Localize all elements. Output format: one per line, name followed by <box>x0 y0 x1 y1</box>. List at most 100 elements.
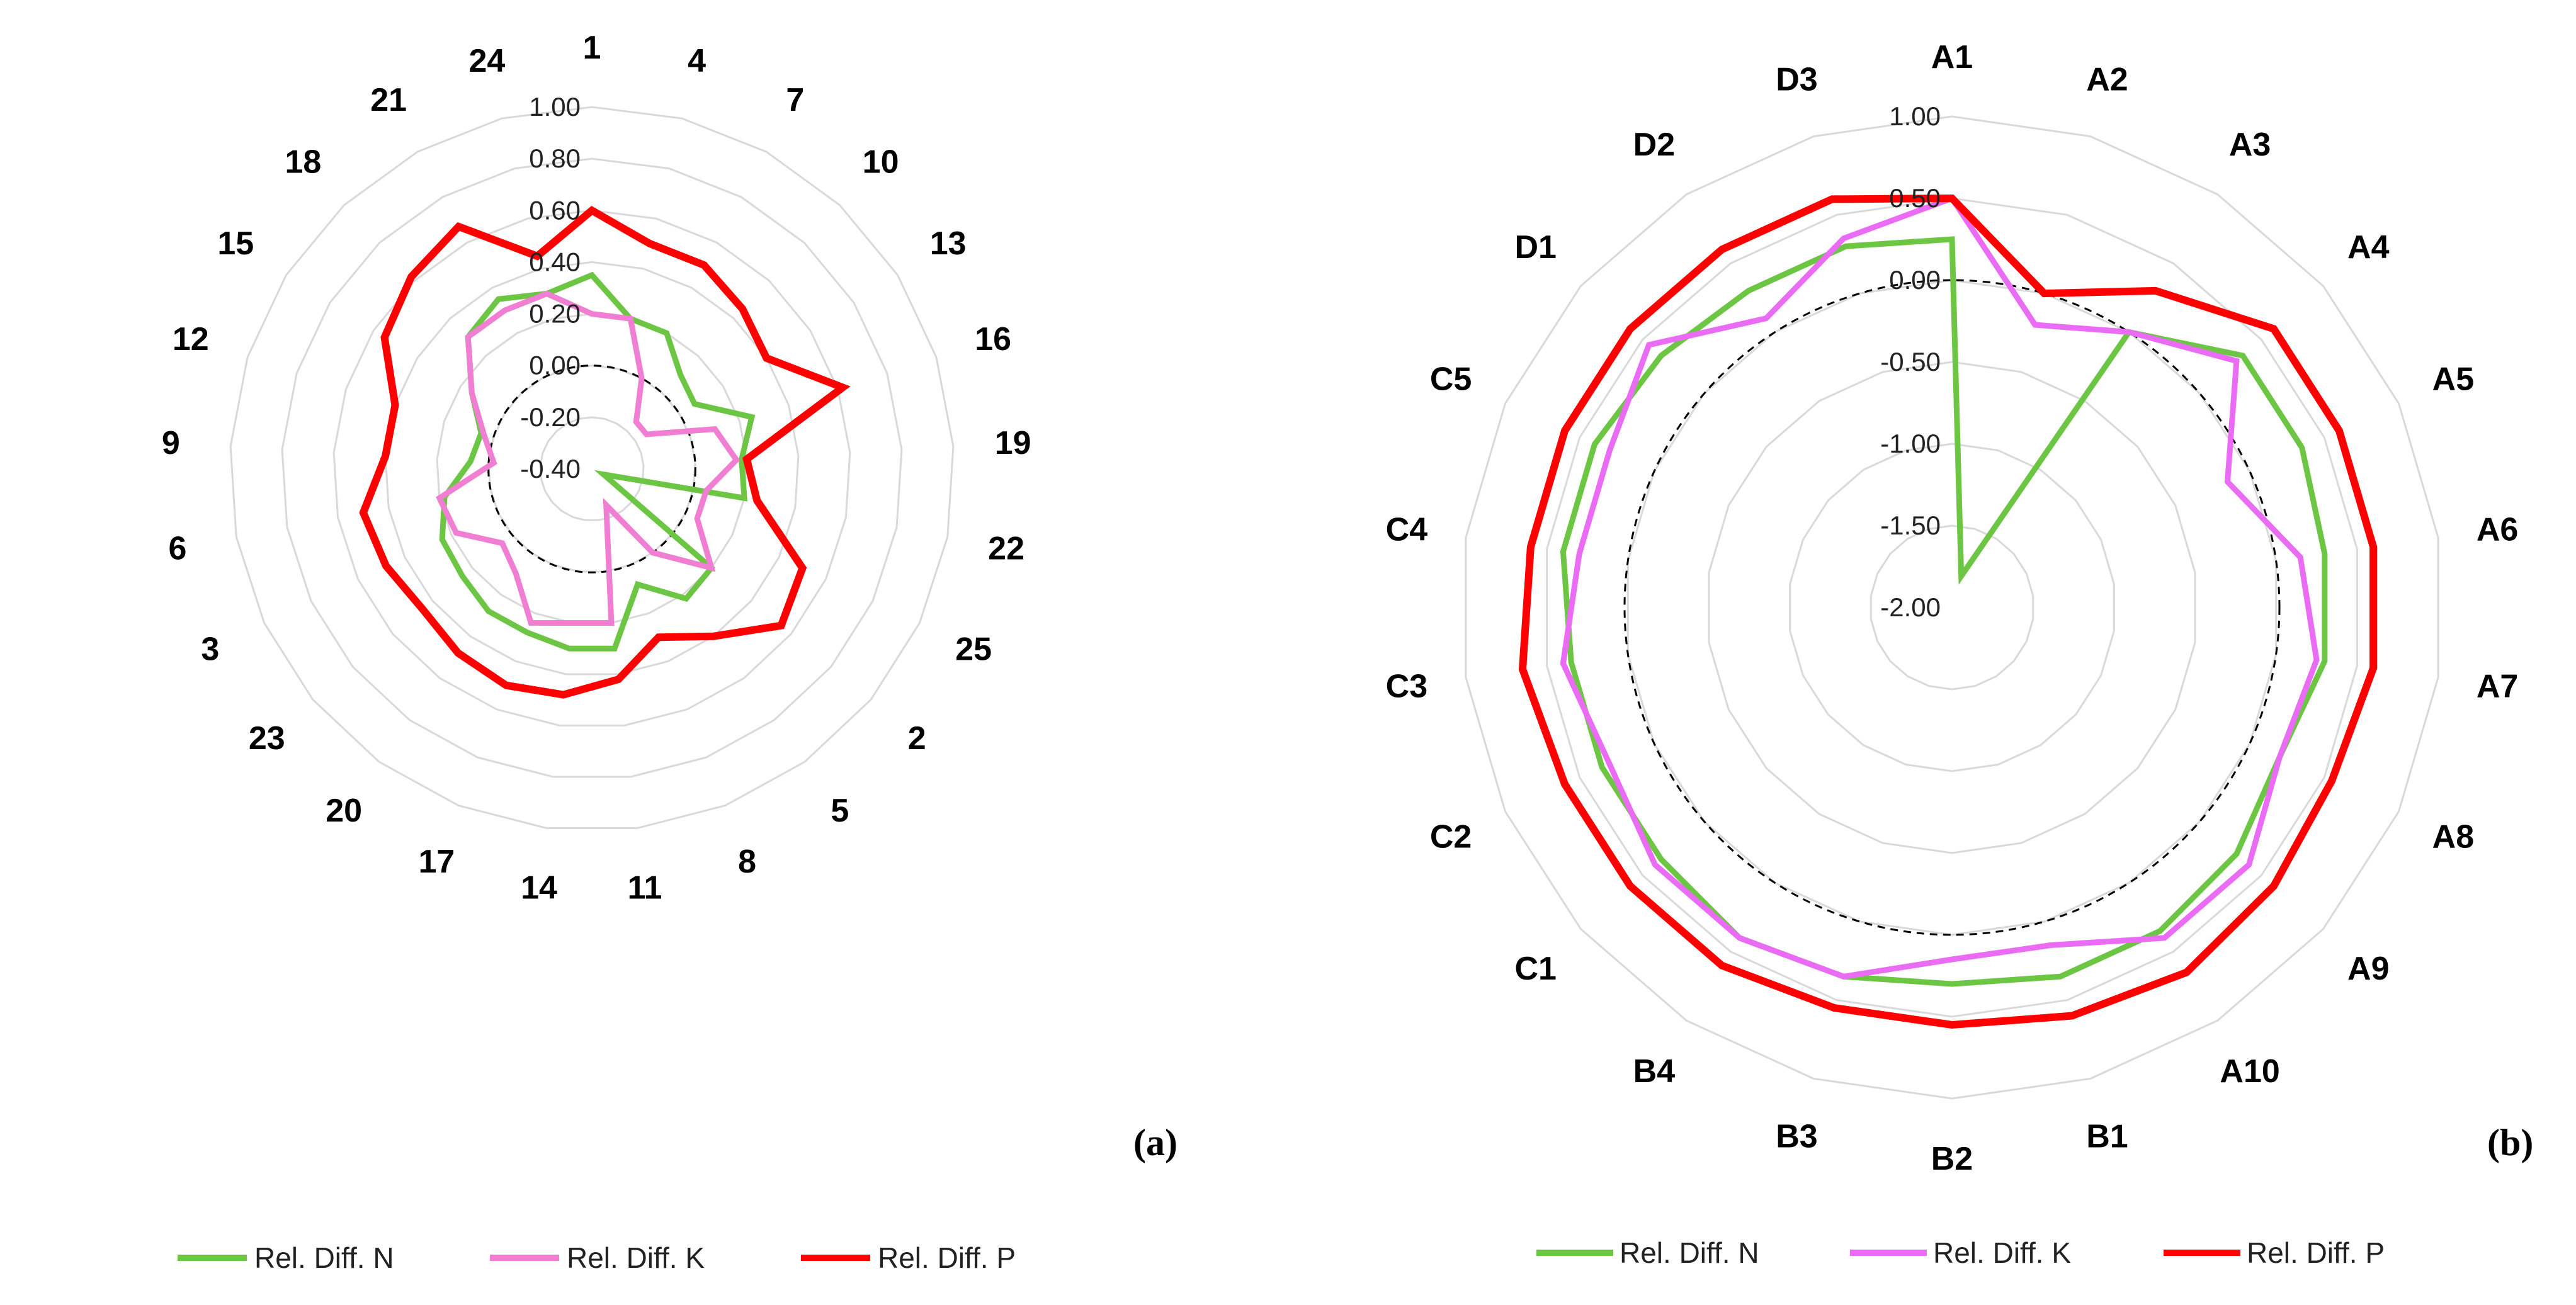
radar-b-grid-ring-5 <box>1546 197 2358 1018</box>
radar-b-category-label-b1: B1 <box>2086 1119 2128 1155</box>
radar-a-grid-ring-1 <box>539 416 645 521</box>
radar-a-category-label-11: 11 <box>628 870 662 907</box>
radar-a-category-label-18: 18 <box>285 144 321 181</box>
radar-a-tick-labels: -0.40 -0.20 0.00 0.20 0.40 0.60 0.80 1.00 <box>520 92 581 483</box>
legend-a: Rel. Diff. N Rel. Diff. K Rel. Diff. P <box>178 1241 1016 1274</box>
legend-b-item-k: Rel. Diff. K <box>1850 1236 2071 1269</box>
radar-b-tick-label-5: 0.50 <box>1889 183 1941 213</box>
radar-b-tick-label-6: 1.00 <box>1889 101 1941 131</box>
radar-a-tick-label-1: -0.20 <box>520 402 581 432</box>
radar-b-grid-ring-3 <box>1708 361 2196 854</box>
legend-b-item-p: Rel. Diff. P <box>2164 1236 2385 1269</box>
radar-a-category-label-19: 19 <box>995 425 1031 461</box>
radar-b-grid-ring-2 <box>1789 443 2115 772</box>
radar-b-tick-label-2: -1.00 <box>1880 429 1941 458</box>
radar-b-category-label-c4: C4 <box>1386 512 1428 548</box>
radar-a-category-label-10: 10 <box>863 144 899 181</box>
radar-a-series-k <box>436 290 740 626</box>
panel-label-a: (a) <box>1133 1122 1177 1163</box>
legend-a-item-p: Rel. Diff. P <box>801 1241 1016 1274</box>
radar-a-category-label-17: 17 <box>418 844 455 880</box>
radar-b-category-label-a4: A4 <box>2347 229 2390 266</box>
radar-b-category-label-d2: D2 <box>1633 127 1675 163</box>
legend-a-item-k: Rel. Diff. K <box>490 1241 705 1274</box>
radar-b-category-labels: A1 A2 A3 A4 A5 A6 A7 A8 A9 A10 B1 B2 B3 B4 C1 C2 C3 C4 C5 D… <box>1386 39 2519 1177</box>
radar-b-category-label-d1: D1 <box>1514 229 1556 266</box>
radar-b-category-label-c2: C2 <box>1430 819 1472 856</box>
radar-b-series-k <box>1560 195 2320 980</box>
radar-b-tick-label-4: 0.00 <box>1889 265 1941 295</box>
radar-b-category-label-a6: A6 <box>2477 512 2518 548</box>
radar-chart-b: -2.00 -1.50 -1.00 -0.50 0.00 0.50 1.00 A1 A2 A3 A… <box>1386 39 2534 1177</box>
panel-label-b: (b) <box>2487 1122 2533 1163</box>
radar-b-series-p <box>1518 194 2378 1029</box>
legend-a-item-n: Rel. Diff. N <box>178 1241 394 1274</box>
radar-a-category-label-13: 13 <box>930 225 967 262</box>
radar-a-category-label-2: 2 <box>908 720 926 757</box>
radar-b-category-label-b2: B2 <box>1931 1141 1973 1177</box>
legend-b-label-k: Rel. Diff. K <box>1933 1236 2071 1269</box>
radar-a-category-label-23: 23 <box>249 720 285 757</box>
radar-a-tick-label-2: 0.00 <box>529 351 581 380</box>
radar-a-category-label-3: 3 <box>201 631 219 667</box>
legend-b: Rel. Diff. N Rel. Diff. K Rel. Diff. P <box>1536 1236 2385 1269</box>
radar-b-category-label-a10: A10 <box>2220 1053 2279 1090</box>
radar-b-grid-ring-6 <box>1465 115 2439 1100</box>
radar-a-grid-ring-7 <box>229 106 955 829</box>
radar-a-series-p <box>359 206 851 699</box>
radar-a-tick-label-5: 0.60 <box>529 195 581 225</box>
legend-b-item-n: Rel. Diff. N <box>1536 1236 1759 1269</box>
radar-a-category-label-20: 20 <box>326 793 362 829</box>
legend-a-label-k: Rel. Diff. K <box>567 1241 705 1274</box>
radar-b-category-label-a3: A3 <box>2229 127 2271 163</box>
radar-b-category-label-c3: C3 <box>1386 669 1427 705</box>
radar-a-series <box>359 206 851 699</box>
radar-b-category-label-a2: A2 <box>2086 61 2128 98</box>
radar-a-tick-label-3: 0.20 <box>529 299 581 329</box>
radar-b-tick-labels: -2.00 -1.50 -1.00 -0.50 0.00 0.50 1.00 <box>1880 101 1941 622</box>
radar-b-series <box>1518 194 2378 1029</box>
radar-a-category-labels: 1 471013161922252581114172023369121518212… <box>162 30 1031 907</box>
radar-a-category-label-22: 22 <box>988 531 1024 567</box>
radar-a-category-label-15: 15 <box>217 225 254 262</box>
radar-b-tick-label-0: -2.00 <box>1880 592 1941 622</box>
radar-b-category-label-a9: A9 <box>2347 951 2389 987</box>
radar-b-category-label-b4: B4 <box>1633 1053 1676 1090</box>
radar-b-category-label-a7: A7 <box>2477 669 2518 705</box>
radar-a-category-label-6: 6 <box>168 531 186 567</box>
radar-a-category-label-7: 7 <box>786 82 804 118</box>
radar-a-tick-label-4: 0.40 <box>529 247 581 276</box>
legend-a-label-n: Rel. Diff. N <box>254 1241 394 1274</box>
radar-b-category-label-c1: C1 <box>1514 951 1556 987</box>
radar-b-series-n <box>1560 236 2328 987</box>
radar-b-zero-ring <box>1623 279 2281 936</box>
radar-b-grid-ring-1 <box>1870 524 2034 691</box>
radar-b-category-label-a5: A5 <box>2432 361 2474 398</box>
radar-b-tick-label-1: -1.50 <box>1880 511 1941 540</box>
radar-a-category-label-4: 4 <box>688 43 706 79</box>
radar-a-tick-label-0: -0.40 <box>520 454 581 483</box>
radar-b-zero-ring-circle <box>1623 279 2281 936</box>
radar-a-grid-ring-6 <box>281 157 903 778</box>
radar-a-category-label-12: 12 <box>173 321 209 358</box>
radar-b-tick-label-3: -0.50 <box>1880 347 1941 376</box>
radar-b-category-label-c5: C5 <box>1430 361 1472 398</box>
radar-a-tick-label-6: 0.80 <box>529 144 581 173</box>
radar-a-grid-ring-4 <box>384 261 800 675</box>
legend-b-label-p: Rel. Diff. P <box>2247 1236 2385 1269</box>
radar-b-category-label-b3: B3 <box>1776 1119 1817 1155</box>
radar-b-category-label-a1: A1 <box>1931 39 1973 76</box>
radar-a-category-label-9: 9 <box>162 425 180 461</box>
radar-chart-a: -0.40-0.200.000.200.400.600.801.00 1 4710… <box>162 30 1177 1163</box>
radar-a-category-label-16: 16 <box>975 321 1011 358</box>
radar-b-category-label-d3: D3 <box>1776 61 1817 98</box>
legend-a-label-p: Rel. Diff. P <box>878 1241 1016 1274</box>
radar-a-category-label-24: 24 <box>468 43 505 79</box>
radar-a-category-label-8: 8 <box>738 844 756 880</box>
legend-b-label-n: Rel. Diff. N <box>1620 1236 1759 1269</box>
radar-a-tick-label-7: 1.00 <box>529 92 581 121</box>
radar-a-category-label-21: 21 <box>370 82 407 118</box>
radar-a-category-label-14: 14 <box>521 870 557 907</box>
radar-a-category-label-1: 1 <box>583 30 601 66</box>
